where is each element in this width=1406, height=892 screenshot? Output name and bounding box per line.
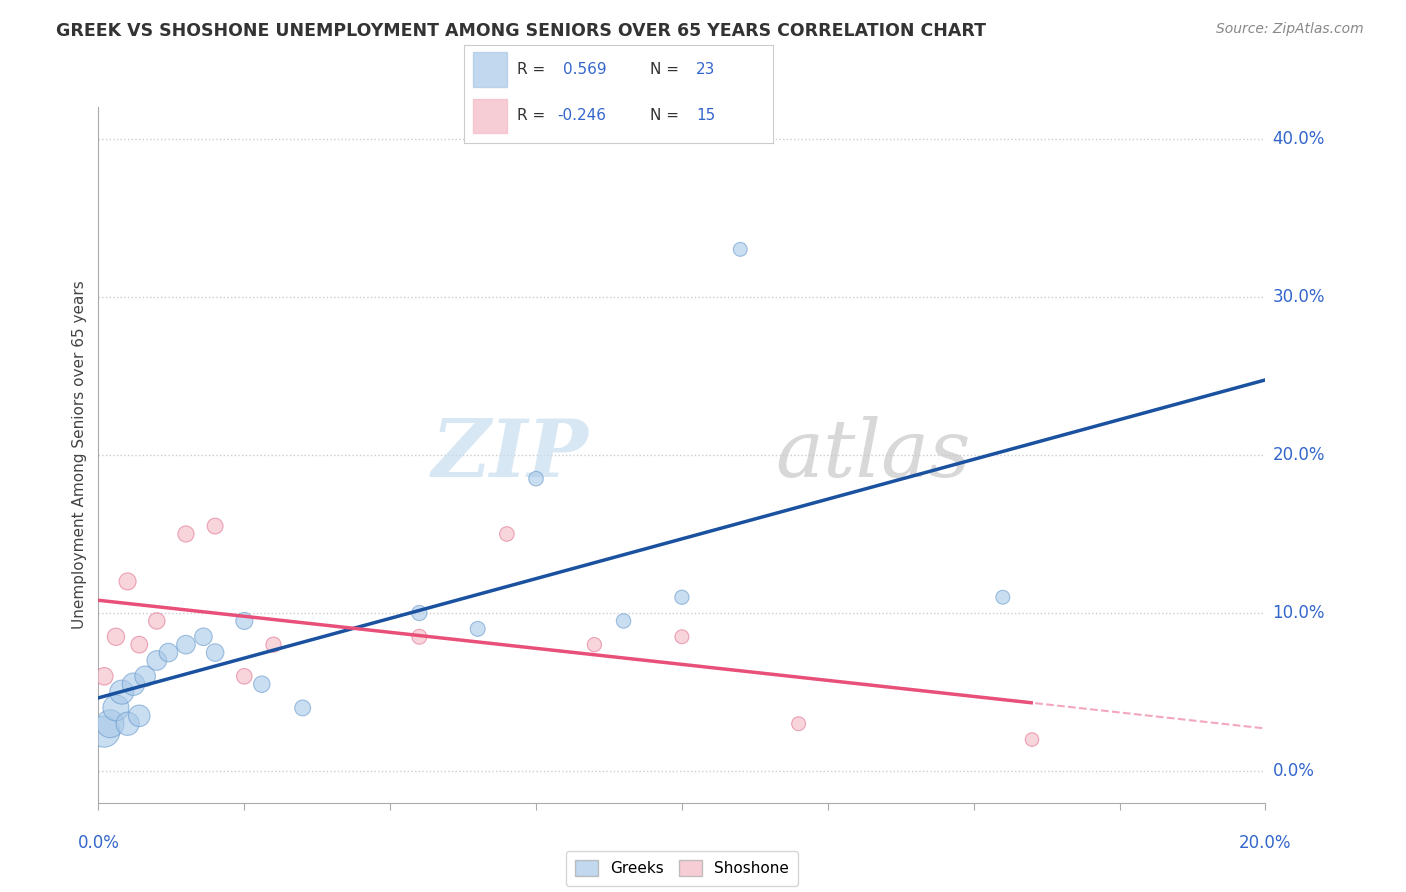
Text: 20.0%: 20.0% bbox=[1272, 446, 1324, 464]
Text: 15: 15 bbox=[696, 108, 716, 123]
Point bbox=[146, 653, 169, 667]
Point bbox=[495, 527, 517, 541]
Text: -0.246: -0.246 bbox=[557, 108, 606, 123]
Point bbox=[250, 677, 273, 691]
Text: R =: R = bbox=[516, 62, 550, 77]
Point bbox=[467, 622, 489, 636]
Point bbox=[262, 638, 284, 652]
Point bbox=[134, 669, 156, 683]
Point bbox=[93, 724, 115, 739]
Point bbox=[291, 701, 314, 715]
Text: Source: ZipAtlas.com: Source: ZipAtlas.com bbox=[1216, 22, 1364, 37]
Point bbox=[991, 591, 1014, 605]
Point bbox=[146, 614, 169, 628]
Text: 0.569: 0.569 bbox=[562, 62, 606, 77]
Point bbox=[117, 716, 139, 731]
Point bbox=[117, 574, 139, 589]
Text: 10.0%: 10.0% bbox=[1272, 604, 1324, 622]
Text: 0.0%: 0.0% bbox=[1272, 762, 1315, 780]
Y-axis label: Unemployment Among Seniors over 65 years: Unemployment Among Seniors over 65 years bbox=[72, 281, 87, 629]
Point bbox=[612, 614, 634, 628]
Point bbox=[671, 630, 693, 644]
Point bbox=[204, 519, 226, 533]
Point bbox=[98, 716, 121, 731]
Text: 0.0%: 0.0% bbox=[77, 834, 120, 852]
Point bbox=[104, 701, 127, 715]
Point bbox=[233, 614, 256, 628]
Point bbox=[787, 716, 810, 731]
Point bbox=[193, 630, 215, 644]
Point bbox=[174, 638, 197, 652]
FancyBboxPatch shape bbox=[474, 99, 508, 133]
Point bbox=[524, 472, 547, 486]
Point bbox=[157, 646, 180, 660]
Point bbox=[233, 669, 256, 683]
Point bbox=[93, 669, 115, 683]
Text: 23: 23 bbox=[696, 62, 716, 77]
Text: 20.0%: 20.0% bbox=[1239, 834, 1292, 852]
Point bbox=[408, 630, 430, 644]
Point bbox=[104, 630, 127, 644]
FancyBboxPatch shape bbox=[474, 53, 508, 87]
Text: 40.0%: 40.0% bbox=[1272, 129, 1324, 148]
Text: 30.0%: 30.0% bbox=[1272, 288, 1324, 306]
Point bbox=[111, 685, 134, 699]
Point bbox=[583, 638, 606, 652]
Legend: Greeks, Shoshone: Greeks, Shoshone bbox=[565, 851, 799, 886]
Point bbox=[174, 527, 197, 541]
Text: GREEK VS SHOSHONE UNEMPLOYMENT AMONG SENIORS OVER 65 YEARS CORRELATION CHART: GREEK VS SHOSHONE UNEMPLOYMENT AMONG SEN… bbox=[56, 22, 986, 40]
Point bbox=[128, 638, 150, 652]
Text: atlas: atlas bbox=[775, 417, 970, 493]
Point bbox=[671, 591, 693, 605]
Text: N =: N = bbox=[650, 108, 683, 123]
Text: N =: N = bbox=[650, 62, 683, 77]
Point bbox=[122, 677, 145, 691]
Point bbox=[204, 646, 226, 660]
Point bbox=[128, 708, 150, 723]
Text: R =: R = bbox=[516, 108, 550, 123]
Point bbox=[408, 606, 430, 620]
Text: ZIP: ZIP bbox=[432, 417, 589, 493]
Point bbox=[728, 243, 751, 257]
Point bbox=[1021, 732, 1043, 747]
